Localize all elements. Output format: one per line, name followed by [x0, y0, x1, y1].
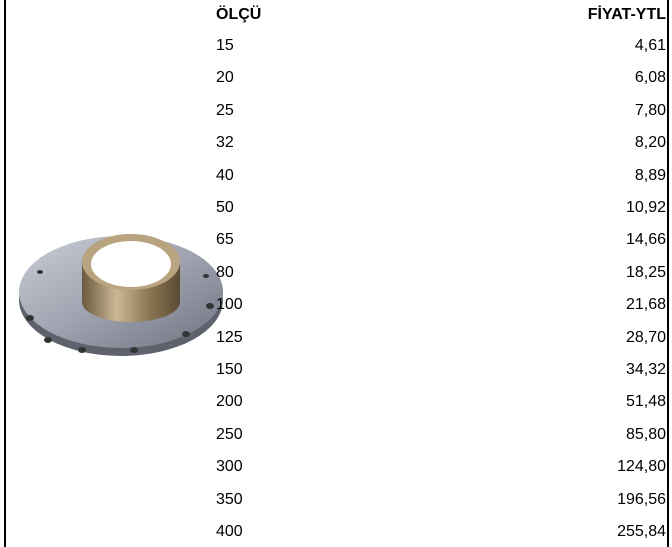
size-cell: 125 [216, 328, 243, 346]
flange-image [19, 234, 223, 356]
size-cell: 40 [216, 166, 234, 184]
header-size: ÖLÇÜ [216, 6, 262, 23]
price-cell: 7,80 [634, 101, 666, 119]
price-cell: 10,92 [625, 199, 666, 216]
price-cell: 255,84 [617, 523, 666, 540]
price-cell: 51,48 [625, 393, 666, 411]
price-cell: 124,80 [617, 458, 666, 476]
price-cell: 85,80 [625, 425, 666, 443]
size-cell: 15 [216, 37, 234, 54]
price-cell: 8,20 [634, 134, 666, 152]
size-cell: 80 [216, 263, 234, 281]
size-cell: 350 [216, 490, 243, 508]
price-cell: 8,89 [634, 166, 666, 184]
size-cell: 65 [216, 231, 234, 249]
size-cell: 250 [216, 425, 243, 443]
size-cell: 200 [216, 393, 243, 411]
price-cell: 6,08 [634, 69, 666, 87]
size-cell: 20 [216, 69, 234, 87]
price-cell: 4,61 [634, 37, 666, 54]
size-cell: 400 [216, 523, 243, 540]
size-cell: 25 [216, 101, 234, 119]
size-cell: 32 [216, 134, 234, 152]
border [4, 0, 6, 547]
size-cell: 100 [216, 296, 243, 314]
border [667, 0, 669, 547]
price-cell: 34,32 [625, 361, 666, 378]
size-cell: 150 [216, 361, 243, 378]
price-cell: 18,25 [625, 263, 666, 281]
header-price: FİYAT-YTL [587, 6, 666, 23]
price-cell: 21,68 [625, 296, 666, 314]
size-cell: 50 [216, 199, 234, 216]
price-cell: 196,56 [617, 490, 666, 508]
price-cell: 14,66 [625, 231, 666, 249]
price-cell: 28,70 [625, 328, 666, 346]
size-cell: 300 [216, 458, 243, 476]
